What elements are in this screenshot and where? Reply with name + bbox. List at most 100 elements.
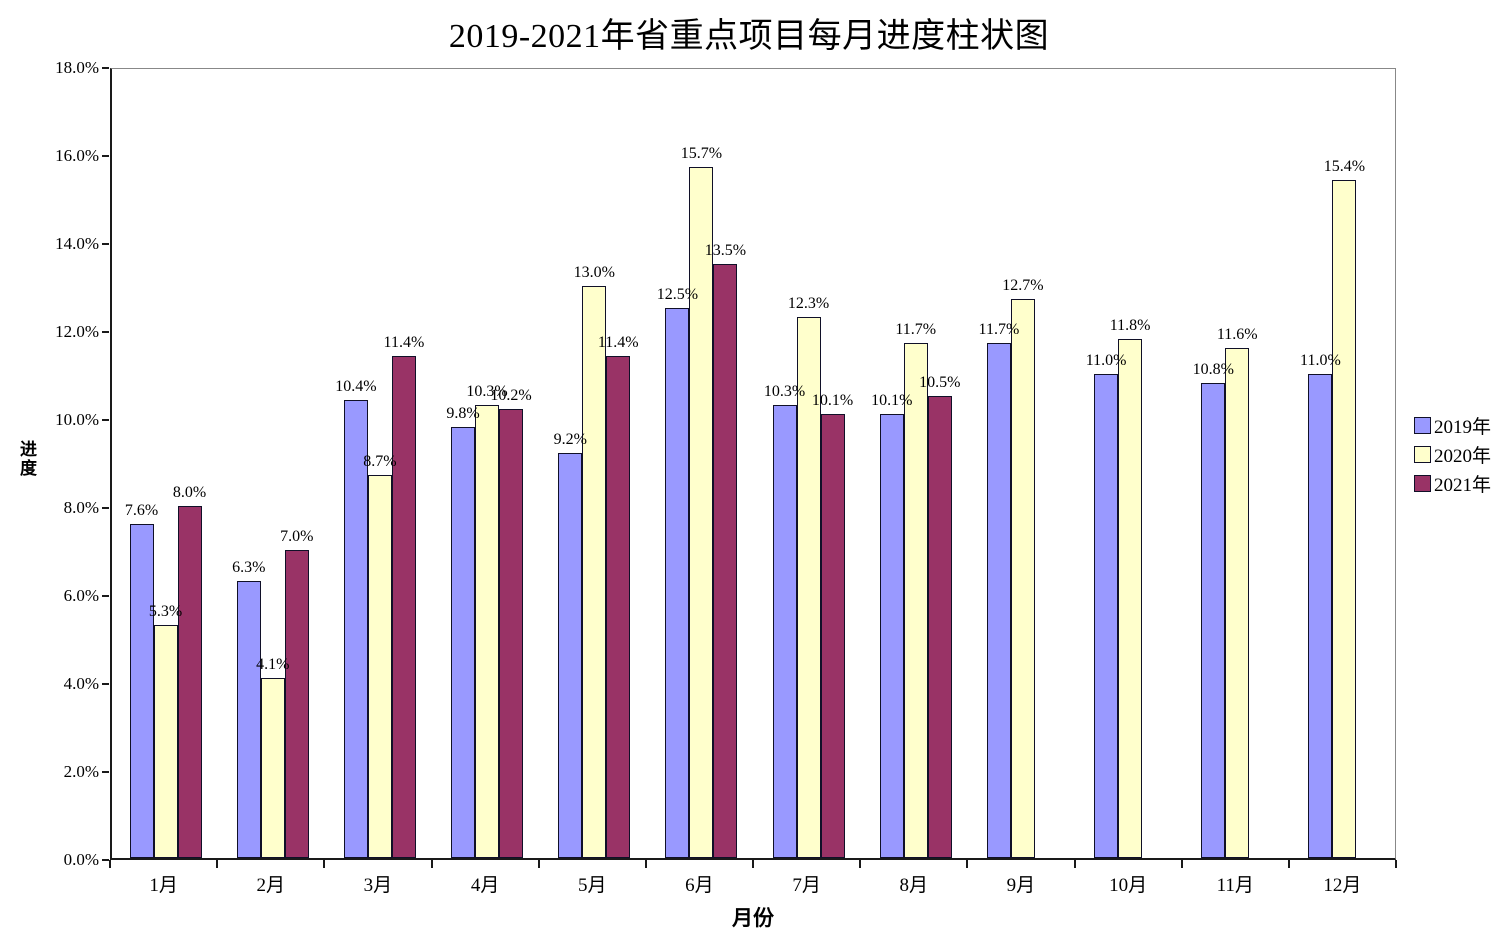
- y-tick-label: 4.0%: [63, 674, 99, 693]
- y-tick-label: 18.0%: [55, 58, 99, 77]
- bar: [236, 580, 261, 858]
- bar-value-label: 9.8%: [446, 404, 480, 422]
- bar: [499, 409, 524, 858]
- y-tick-mark: [102, 243, 109, 245]
- y-tick-mark: [102, 419, 109, 421]
- bar: [1308, 374, 1333, 858]
- bar: [391, 356, 416, 858]
- bar: [820, 413, 845, 858]
- x-axis-title: 月份: [732, 907, 774, 930]
- bar-value-label: 4.1%: [256, 655, 290, 673]
- bar: [153, 624, 178, 858]
- bar: [129, 523, 154, 858]
- bar: [367, 475, 392, 858]
- bar-value-label: 13.0%: [573, 264, 615, 281]
- bar-value-label: 11.4%: [597, 334, 639, 352]
- bar-value-label: 15.4%: [1323, 158, 1366, 176]
- legend-swatch: [1414, 416, 1431, 434]
- bar: [451, 426, 476, 858]
- x-category-label: 3月: [363, 875, 393, 896]
- bar-value-label: 15.7%: [680, 145, 723, 163]
- bar: [1118, 338, 1143, 858]
- x-tick-mark: [1287, 860, 1290, 868]
- bar-value-label: 10.4%: [335, 378, 377, 396]
- bar: [284, 550, 309, 858]
- bar-value-label: 10.2%: [490, 387, 532, 405]
- y-axis-title: 进度: [17, 440, 36, 478]
- x-tick-mark: [644, 860, 647, 868]
- legend-item: 2020年: [1414, 443, 1492, 467]
- x-category-label: 4月: [470, 875, 500, 896]
- y-tick-mark: [102, 507, 109, 509]
- bar: [665, 308, 690, 858]
- x-tick-mark: [1395, 860, 1397, 868]
- bar: [475, 404, 500, 858]
- y-tick-mark: [102, 595, 109, 597]
- bar: [582, 286, 607, 858]
- bar: [1332, 180, 1357, 858]
- bar-value-label: 8.7%: [363, 453, 397, 471]
- x-category-label: 11月: [1216, 875, 1254, 896]
- legend: 2019年 2020年 2021年: [1414, 414, 1491, 501]
- bar-value-label: 11.7%: [895, 321, 937, 339]
- chart-title: 2019-2021年省重点项目每月进度柱状图: [448, 18, 1050, 55]
- bar-value-label: 11.0%: [1085, 352, 1127, 369]
- y-tick-mark: [102, 683, 109, 685]
- y-tick-label: 16.0%: [55, 146, 99, 165]
- bar: [796, 316, 821, 858]
- x-category-label: 2月: [256, 875, 285, 896]
- bar: [713, 264, 738, 858]
- y-tick-mark: [102, 331, 109, 333]
- legend-label: 2020年: [1434, 445, 1492, 467]
- y-tick-mark: [102, 859, 109, 861]
- y-tick-label: 0.0%: [63, 850, 99, 869]
- bar: [1094, 374, 1119, 858]
- x-tick-mark: [859, 860, 862, 868]
- legend-swatch: [1414, 474, 1431, 492]
- y-tick-mark: [102, 67, 109, 69]
- x-tick-mark: [966, 860, 969, 868]
- x-tick-mark: [752, 860, 754, 868]
- legend-swatch: [1414, 445, 1431, 463]
- bar-value-label: 10.3%: [763, 382, 806, 400]
- bar: [260, 677, 285, 858]
- bar-value-label: 10.1%: [811, 391, 854, 409]
- x-tick-mark: [1180, 860, 1183, 868]
- bar-value-label: 11.4%: [383, 334, 425, 352]
- bar-value-label: 11.8%: [1109, 316, 1151, 334]
- x-category-label: 7月: [792, 875, 821, 896]
- bar-value-label: 9.2%: [553, 431, 587, 449]
- legend-item: 2021年: [1414, 472, 1491, 496]
- bar: [772, 404, 797, 858]
- bars-layer: [112, 69, 1395, 858]
- bar-value-label: 11.6%: [1216, 325, 1258, 343]
- bar-value-label: 10.1%: [871, 391, 913, 409]
- x-tick-mark: [430, 860, 433, 868]
- bar-value-label: 7.6%: [124, 501, 159, 519]
- bar-value-label: 11.0%: [1300, 352, 1341, 369]
- y-tick-label: 14.0%: [55, 234, 99, 253]
- bar: [1010, 299, 1035, 858]
- x-category-label: 10月: [1109, 875, 1148, 896]
- bar: [903, 343, 928, 858]
- y-tick-label: 8.0%: [63, 498, 99, 517]
- bar-value-label: 8.0%: [172, 484, 207, 501]
- y-tick-mark: [102, 155, 109, 157]
- bar-value-label: 5.3%: [148, 602, 183, 620]
- x-category-label: 6月: [685, 875, 714, 896]
- bar-value-label: 10.3%: [466, 382, 508, 400]
- bar-value-label: 10.8%: [1192, 360, 1234, 378]
- y-tick-label: 12.0%: [55, 322, 99, 341]
- bar: [558, 453, 583, 858]
- x-tick-mark: [537, 860, 540, 868]
- x-tick-mark: [323, 860, 326, 868]
- bar: [1225, 347, 1250, 858]
- y-tick-mark: [102, 771, 109, 773]
- y-tick-label: 10.0%: [55, 410, 99, 429]
- bar: [879, 413, 904, 858]
- bar-value-label: 7.0%: [280, 528, 314, 545]
- bar-value-label: 10.5%: [919, 374, 961, 391]
- bar-value-label: 12.3%: [787, 294, 830, 312]
- bar-value-label: 12.5%: [656, 286, 699, 303]
- bar: [177, 506, 202, 858]
